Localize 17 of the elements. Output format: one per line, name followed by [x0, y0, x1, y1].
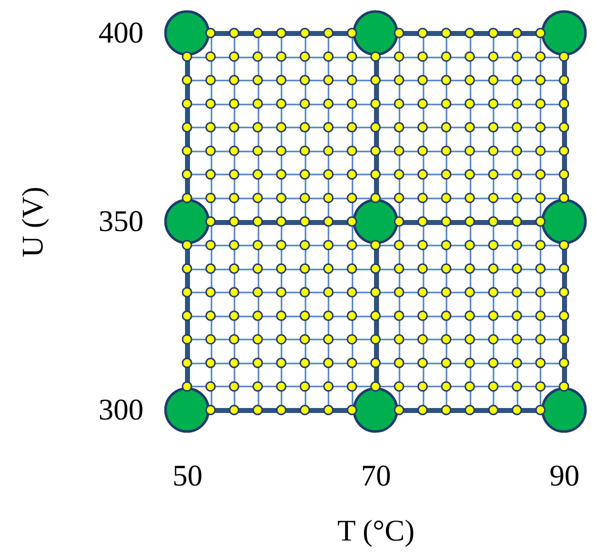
point [541, 10, 587, 56]
point [164, 198, 210, 244]
x-tick-label: 50 [172, 460, 202, 492]
y-tick-label: 400 [98, 16, 144, 50]
y-tick-label: 300 [98, 394, 144, 426]
point [352, 10, 398, 56]
x-tick-label: 90 [550, 460, 580, 492]
point [164, 10, 210, 56]
point [352, 387, 398, 433]
x-axis-title: T (°C) [337, 514, 415, 548]
x-tick-label: 70 [361, 460, 391, 492]
point [352, 198, 398, 244]
point [541, 198, 587, 244]
y-tick-label: 350 [98, 205, 144, 238]
y-axis-title: U (V) [16, 186, 50, 258]
point [164, 387, 210, 433]
point [541, 387, 587, 433]
